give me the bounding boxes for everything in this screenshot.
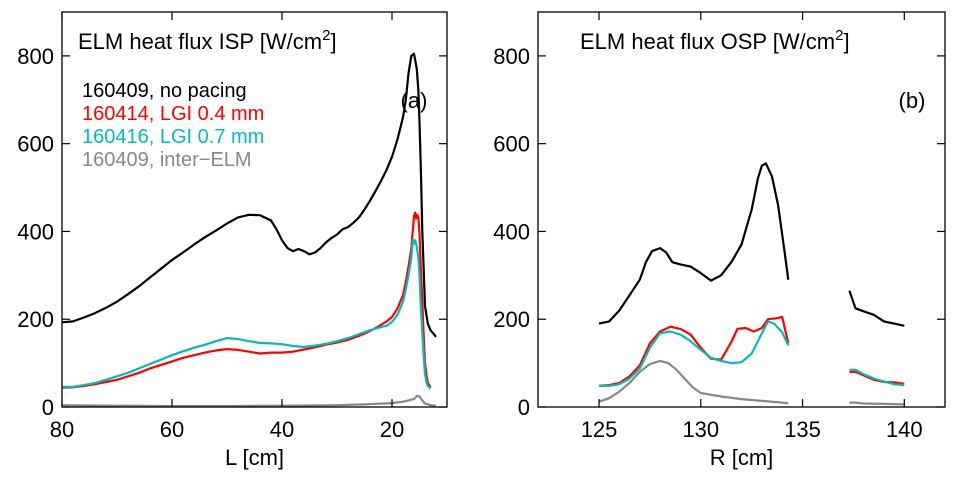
series-line-0-seg-1 (849, 291, 904, 326)
axes-box (538, 12, 945, 407)
x-tick-label: 40 (270, 417, 294, 442)
x-tick-label: 130 (682, 417, 719, 442)
x-tick-label: 125 (581, 417, 618, 442)
chart-title: ELM heat flux ISP [W/cm2] (78, 27, 337, 54)
x-tick-label: 20 (380, 417, 404, 442)
chart-title-end: ] (843, 29, 849, 54)
x-tick-label: 135 (784, 417, 821, 442)
x-tick-label: 140 (886, 417, 923, 442)
x-axis-label: R [cm] (710, 445, 774, 470)
series-line-1-seg-1 (849, 372, 904, 384)
y-tick-label: 400 (17, 219, 54, 244)
legend-entry: 160414, LGI 0.4 mm (82, 103, 264, 125)
y-tick-label: 600 (493, 132, 530, 157)
y-tick-label: 200 (17, 307, 54, 332)
chart-title-sup: 2 (835, 27, 843, 44)
legend-entry: 160416, LGI 0.7 mm (82, 126, 264, 148)
chart-title: ELM heat flux OSP [W/cm2] (580, 27, 850, 54)
chart-title-sup: 2 (322, 27, 330, 44)
axes-box (62, 12, 447, 407)
panel-label: (b) (899, 88, 926, 113)
series-group (599, 163, 904, 404)
series-line-1-seg-0 (599, 317, 788, 386)
series-line-3-seg-0 (62, 396, 436, 406)
y-tick-label: 0 (518, 395, 530, 420)
y-tick-label: 800 (17, 44, 54, 69)
legend-entry: 160409, no pacing (82, 80, 247, 102)
y-tick-label: 600 (17, 132, 54, 157)
panel-b: 0 200 400 600 800 125 130 135 140 R [cm] ELM heat … (493, 12, 945, 470)
x-axis-label: L [cm] (225, 445, 284, 470)
series-line-2-seg-0 (62, 239, 431, 388)
chart-title-text: ELM heat flux ISP [W/cm (78, 29, 322, 54)
series-line-0-seg-0 (599, 163, 788, 323)
panel-label: (a) (401, 88, 428, 113)
x-tick-label: 80 (50, 417, 74, 442)
series-line-3-seg-0 (599, 361, 788, 403)
series-line-1-seg-0 (62, 213, 431, 388)
y-tick-label: 400 (493, 219, 530, 244)
y-tick-label: 800 (493, 44, 530, 69)
chart-title-end: ] (330, 29, 336, 54)
legend-entry: 160409, inter−ELM (82, 149, 252, 171)
chart-title-text: ELM heat flux OSP [W/cm (580, 29, 835, 54)
series-line-3-seg-1 (849, 403, 904, 405)
series-line-2-seg-0 (599, 321, 788, 386)
y-tick-label: 200 (493, 307, 530, 332)
x-tick-label: 60 (160, 417, 184, 442)
